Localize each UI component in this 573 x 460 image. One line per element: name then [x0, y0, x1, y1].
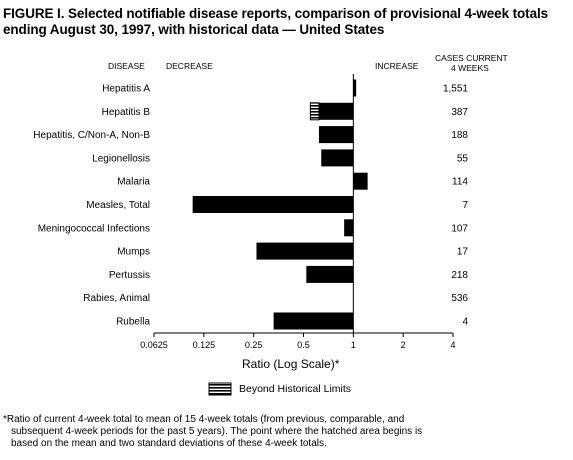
x-axis-title: Ratio (Log Scale)* — [242, 357, 340, 371]
disease-column-header: DISEASE — [108, 61, 145, 71]
disease-label-legionellosis: Legionellosis — [92, 153, 150, 164]
cases-value-hepatitis-c-non-a-non-b: 188 — [451, 130, 468, 141]
disease-label-hepatitis-a: Hepatitis A — [102, 84, 150, 95]
bar-hepatitis-c-non-a-non-b — [318, 126, 354, 144]
x-tick-label-1: 0.125 — [193, 340, 216, 350]
figure-title: FIGURE I. Selected notifiable disease re… — [3, 6, 549, 37]
bar-rubella — [273, 312, 354, 330]
cases-value-malaria: 114 — [452, 177, 468, 188]
cases-value-rabies-animal: 536 — [451, 293, 468, 304]
bar-mumps — [256, 242, 354, 260]
disease-label-measles-total: Measles, Total — [86, 200, 150, 211]
cases-value-measles-total: 7 — [462, 200, 468, 211]
legend-label: Beyond Historical Limits — [239, 383, 352, 395]
disease-label-rubella: Rubella — [116, 317, 150, 328]
bar-meningococcal-infections — [344, 219, 354, 237]
cases-header-line1: CASES CURRENT — [435, 53, 508, 63]
x-tick-label-0: 0.0625 — [140, 340, 168, 350]
cases-value-pertussis: 218 — [451, 270, 468, 281]
bar-legionellosis — [321, 149, 354, 167]
x-tick-label-6: 4 — [450, 340, 455, 350]
x-tick-label-3: 0.5 — [297, 340, 310, 350]
x-tick-label-5: 2 — [401, 340, 406, 350]
bar-hepatitis-b — [310, 102, 354, 120]
bar-malaria — [353, 172, 368, 190]
disease-label-pertussis: Pertussis — [109, 270, 150, 281]
bar-hepatitis-a — [353, 79, 357, 97]
increase-header: INCREASE — [375, 61, 419, 71]
cases-value-hepatitis-a: 1,551 — [443, 84, 468, 95]
disease-label-meningococcal-infections: Meningococcal Infections — [38, 223, 150, 234]
x-tick-label-2: 0.25 — [245, 340, 263, 350]
decrease-header: DECREASE — [166, 61, 213, 71]
disease-label-hepatitis-b: Hepatitis B — [102, 107, 151, 118]
footnote-line-3: based on the mean and two standard devia… — [11, 438, 327, 449]
cases-value-rubella: 4 — [462, 317, 468, 328]
cases-value-hepatitis-b: 387 — [451, 107, 468, 118]
cases-header-line2: 4 WEEKS — [451, 63, 489, 73]
footnote-line-2: subsequent 4-week periods for the past 5… — [11, 426, 423, 437]
footnote-line-1: *Ratio of current 4-week total to mean o… — [3, 414, 405, 425]
cases-value-meningococcal-infections: 107 — [451, 223, 468, 234]
disease-label-mumps: Mumps — [117, 247, 150, 258]
cases-value-legionellosis: 55 — [457, 153, 469, 164]
hatched-segment-hepatitis-b — [309, 102, 320, 121]
bar-measles-total — [192, 196, 354, 213]
bar-pertussis — [306, 265, 354, 283]
disease-label-hepatitis-c-non-a-non-b: Hepatitis, C/Non-A, Non-B — [33, 130, 150, 141]
disease-label-malaria: Malaria — [117, 177, 150, 188]
legend-hatch-swatch — [208, 382, 232, 396]
cases-value-mumps: 17 — [457, 247, 469, 258]
x-tick-label-4: 1 — [351, 340, 356, 350]
disease-label-rabies-animal: Rabies, Animal — [83, 293, 150, 304]
footnote: *Ratio of current 4-week total to mean o… — [3, 414, 569, 450]
